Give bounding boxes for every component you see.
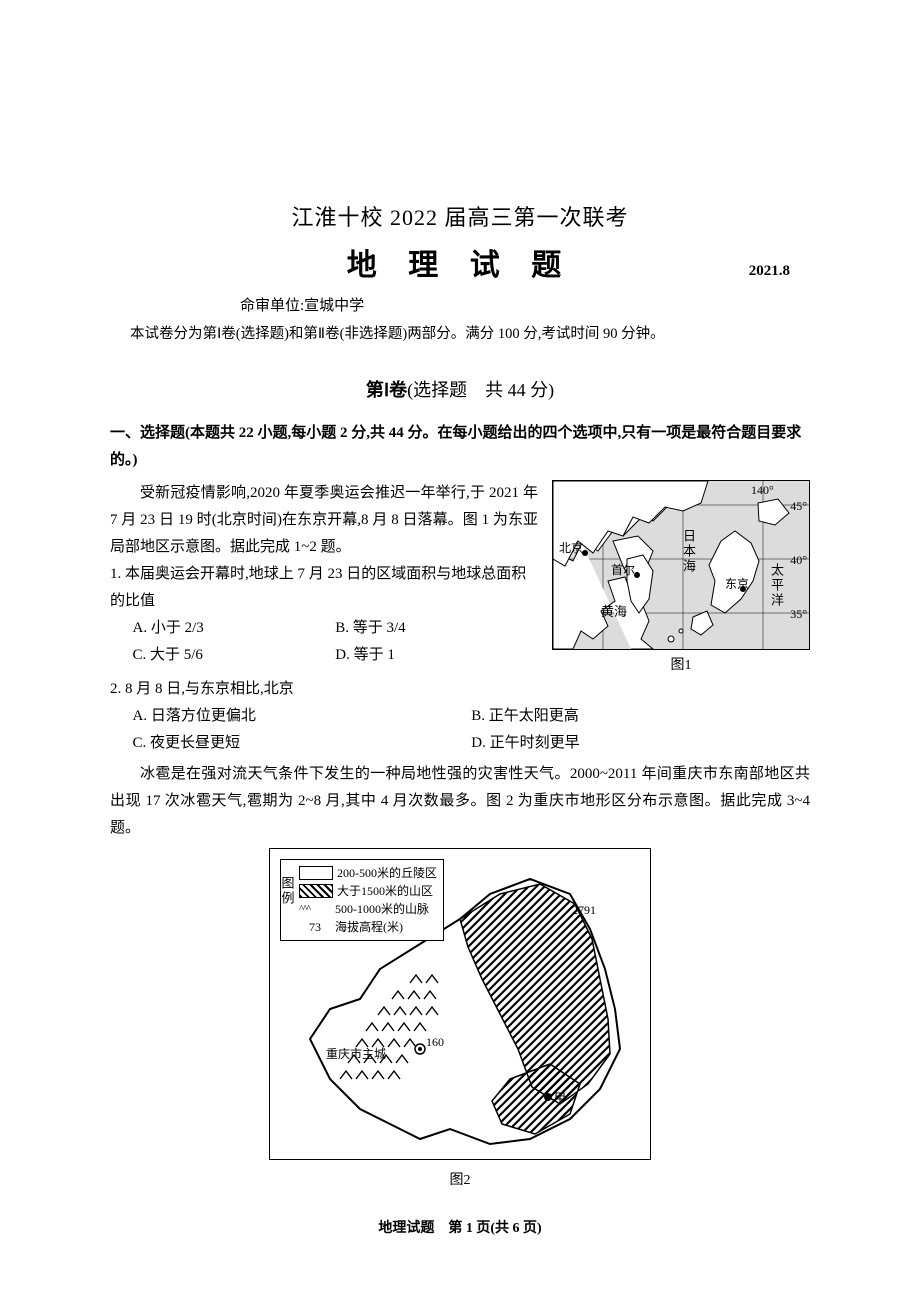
- exam-title: 江淮十校 2022 届高三第一次联考: [110, 200, 810, 232]
- passage2-text: 冰雹是在强对流天气条件下发生的一种局地性强的灾害性天气。2000~2011 年间…: [110, 761, 810, 842]
- legend-sym-ridge: ^^^: [299, 902, 331, 917]
- main-title: 地 理 试 题: [347, 240, 574, 284]
- main-title-row: 地 理 试 题 2021.8: [110, 240, 810, 284]
- map2-label-jia: 甲: [554, 1089, 566, 1106]
- exam-page: 江淮十校 2022 届高三第一次联考 地 理 试 题 2021.8 命审单位:宣…: [0, 0, 920, 1297]
- legend-text-hill: 200-500米的丘陵区: [337, 864, 437, 882]
- page-footer: 地理试题 第 1 页(共 6 页): [110, 1217, 810, 1237]
- legend-row-hill: 200-500米的丘陵区: [299, 864, 437, 882]
- q1-optB: B. 等于 3/4: [335, 615, 538, 642]
- map1: 120° 130° 140° 45° 40° 35°: [552, 480, 810, 650]
- map2-wrap: 图例 200-500米的丘陵区 大于1500米的山区 ^^^ 500-1000米…: [110, 848, 810, 1189]
- map1-city-tokyo: 东京: [725, 575, 749, 592]
- map1-city-seoul: 首尔: [611, 561, 635, 578]
- exam-date: 2021.8: [749, 263, 790, 280]
- q1-row1: A. 小于 2/3 B. 等于 3/4: [110, 615, 538, 642]
- q2-optD: D. 正午时刻更早: [471, 730, 810, 757]
- legend-side-label: 图例: [277, 876, 297, 906]
- map1-caption: 图1: [552, 654, 810, 674]
- q1-stem: 1. 本届奥运会开幕时,地球上 7 月 23 日的区域面积与地球总面积的比值: [110, 561, 538, 615]
- q2-optC: C. 夜更长昼更短: [110, 730, 471, 757]
- q2-row2: C. 夜更长昼更短 D. 正午时刻更早: [110, 730, 810, 757]
- q1-optC: C. 大于 5/6: [110, 642, 335, 669]
- map1-sea-japan: 日本海: [679, 529, 698, 574]
- q2-optB: B. 正午太阳更高: [471, 703, 810, 730]
- legend-row-ridge: ^^^ 500-1000米的山脉: [299, 900, 437, 918]
- q2-stem: 2. 8 月 8 日,与东京相比,北京: [110, 676, 810, 703]
- map2-label-2791: 2791: [572, 903, 596, 918]
- passage1-block: 受新冠疫情影响,2020 年夏季奥运会推迟一年举行,于 2021 年 7 月 2…: [110, 480, 810, 674]
- legend-elev-num: 73: [299, 918, 331, 936]
- paper-instructions: 本试卷分为第Ⅰ卷(选择题)和第Ⅱ卷(非选择题)两部分。满分 100 分,考试时间…: [130, 323, 810, 346]
- q2-optA: A. 日落方位更偏北: [110, 703, 471, 730]
- q1-optA: A. 小于 2/3: [110, 615, 335, 642]
- map2-label-chongqing: 重庆市主城: [326, 1045, 386, 1062]
- map1-sea-yellow: 黄海: [601, 601, 627, 620]
- legend-text-elev: 海拔高程(米): [335, 918, 403, 936]
- map1-wrap: 120° 130° 140° 45° 40° 35°: [552, 480, 810, 674]
- legend-row-mountain: 大于1500米的山区: [299, 882, 437, 900]
- map2-label-160: 160: [426, 1035, 444, 1050]
- q1-optD: D. 等于 1: [335, 642, 538, 669]
- q1-row2: C. 大于 5/6 D. 等于 1: [110, 642, 538, 669]
- partA-heading: 一、选择题(本题共 22 小题,每小题 2 分,共 44 分。在每小题给出的四个…: [110, 420, 810, 474]
- unit-line: 命审单位:宣城中学: [240, 294, 810, 315]
- section1-rest: (选择题 共 44 分): [407, 380, 554, 400]
- passage1-left: 受新冠疫情影响,2020 年夏季奥运会推迟一年举行,于 2021 年 7 月 2…: [110, 480, 538, 674]
- map2-caption: 图2: [110, 1169, 810, 1189]
- map2: 图例 200-500米的丘陵区 大于1500米的山区 ^^^ 500-1000米…: [269, 848, 651, 1160]
- map1-sea-pacific: 太平洋: [767, 563, 786, 608]
- q2-row1: A. 日落方位更偏北 B. 正午太阳更高: [110, 703, 810, 730]
- legend-sym-mountain: [299, 884, 333, 898]
- section1-bold: 第Ⅰ卷: [366, 380, 407, 400]
- legend-text-mountain: 大于1500米的山区: [337, 882, 433, 900]
- map1-city-beijing: 北京: [559, 539, 583, 556]
- legend-sym-hill: [299, 866, 333, 880]
- legend-text-ridge: 500-1000米的山脉: [335, 900, 429, 918]
- map2-legend: 图例 200-500米的丘陵区 大于1500米的山区 ^^^ 500-1000米…: [280, 859, 444, 941]
- legend-row-elev: 73 海拔高程(米): [299, 918, 437, 936]
- section1-title: 第Ⅰ卷(选择题 共 44 分): [110, 376, 810, 402]
- passage1-text: 受新冠疫情影响,2020 年夏季奥运会推迟一年举行,于 2021 年 7 月 2…: [110, 480, 538, 561]
